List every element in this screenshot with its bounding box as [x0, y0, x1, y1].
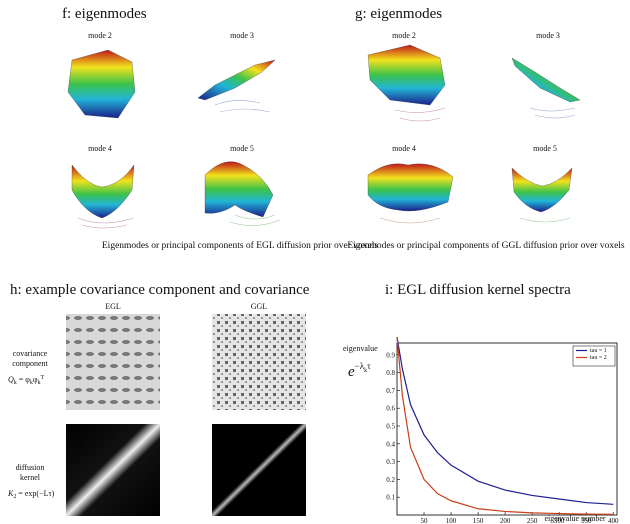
- mode-label: mode 3: [230, 31, 254, 40]
- formula: Qk = φkφkT: [8, 375, 45, 386]
- y-tick-label: 0.4: [386, 440, 395, 448]
- legend-label: tau = 2: [590, 355, 607, 361]
- caption: Eigenmodes or principal components of EG…: [102, 240, 379, 251]
- matrix-image: [212, 424, 306, 516]
- series-line: [396, 336, 614, 505]
- y-tick-label: 0.6: [386, 405, 395, 413]
- column-label: EGL: [105, 302, 121, 311]
- panel-title: f: eigenmodes: [62, 6, 147, 22]
- mode-label: mode 2: [88, 31, 112, 40]
- legend-label: tau = 1: [590, 348, 607, 354]
- surfaces: [67, 49, 281, 229]
- mode-label: mode 2: [392, 31, 416, 40]
- mode-label: mode 3: [536, 31, 560, 40]
- matrix-image: [66, 424, 160, 516]
- y-tick-label: 0.3: [386, 458, 395, 466]
- panel-title: h: example covariance component and cova…: [10, 282, 310, 298]
- x-tick-label: 100: [446, 517, 457, 524]
- plot-area: [396, 342, 618, 516]
- mode-label: mode 4: [88, 144, 112, 153]
- y-tick-label: 0.9: [386, 351, 395, 359]
- x-tick-label: 150: [473, 517, 484, 524]
- matrix-image: [212, 314, 306, 410]
- x-axis-label: eigenvalue number: [544, 514, 605, 523]
- panel-title: g: eigenmodes: [355, 6, 442, 22]
- mode-label: mode 5: [230, 144, 254, 153]
- mode-label: mode 4: [392, 144, 416, 153]
- x-tick-label: 50: [421, 517, 429, 524]
- y-tick-label: 0.2: [386, 476, 395, 484]
- x-tick-label: 200: [500, 517, 511, 524]
- y-tick-label: 0.5: [386, 423, 395, 431]
- row-label: kernel: [20, 473, 41, 482]
- y-tick-label: 0.1: [386, 494, 395, 502]
- formula: K2 = exp(−Lτ): [7, 489, 55, 500]
- row-label: diffusion: [16, 463, 45, 472]
- series-line: [396, 336, 614, 515]
- chart: i: EGL diffusion kernel spectra eigenval…: [343, 282, 619, 524]
- x-tick-label: 300: [554, 517, 565, 524]
- x-tick-label: 400: [608, 517, 619, 524]
- x-tick-label: 350: [581, 517, 592, 524]
- row-label: covariance: [13, 349, 48, 358]
- caption: Eigenmodes or principal components of GG…: [347, 240, 625, 251]
- y-tick-label: 0.7: [386, 387, 395, 395]
- column-label: GGL: [251, 302, 268, 311]
- y-axis-label: eigenvalue: [343, 344, 378, 353]
- x-tick-label: 250: [527, 517, 538, 524]
- matrix-image: [66, 314, 160, 410]
- row-label: component: [12, 359, 48, 368]
- mode-label: mode 5: [533, 144, 557, 153]
- y-tick-label: 0.8: [386, 369, 395, 377]
- chart-title: i: EGL diffusion kernel spectra: [385, 282, 571, 298]
- surfaces: [367, 44, 581, 224]
- y-axis-formula: e−λkτ: [348, 361, 371, 380]
